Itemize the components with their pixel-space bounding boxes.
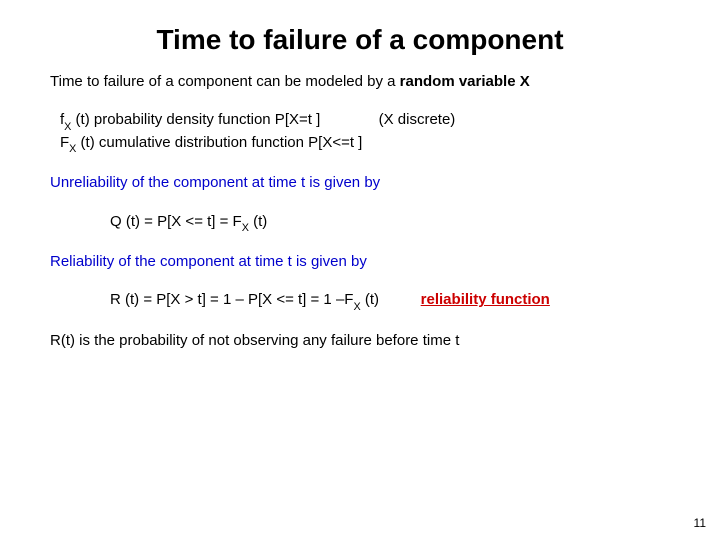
rel-post: (t): [361, 291, 379, 308]
reliability-formula: R (t) = P[X > t] = 1 – P[X <= t] = 1 –FX…: [110, 290, 670, 313]
intro-random-variable: random variable X: [400, 73, 530, 90]
page-number: 11: [694, 516, 706, 530]
unrel-post: (t): [249, 213, 267, 230]
unreliability-formula: Q (t) = P[X <= t] = FX (t): [110, 212, 670, 235]
spacer: [50, 92, 670, 110]
cdf-desc: cumulative distribution function P[X<=t …: [95, 134, 363, 151]
pdf-symbol: fX (t): [60, 111, 90, 128]
cdf-sub: X: [69, 143, 76, 155]
slide-title: Time to failure of a component: [50, 24, 670, 56]
pdf-gap: [324, 111, 374, 128]
rel-sub: X: [353, 301, 360, 313]
pdf-sub: X: [64, 121, 71, 133]
unreliability-label: Unreliability of the component at time t…: [50, 173, 670, 193]
cdf-F: F: [60, 134, 69, 151]
closing-line: R(t) is the probability of not observing…: [50, 331, 670, 351]
slide: Time to failure of a component Time to f…: [0, 0, 720, 540]
cdf-symbol: FX (t): [60, 134, 95, 151]
spacer: [50, 155, 670, 173]
spacer: [50, 194, 670, 212]
cdf-t: (t): [76, 134, 94, 151]
rel-seg: R (t) = P[X > t] = 1 – P[X <= t] = 1 –FX…: [110, 291, 379, 308]
unrel-sub: X: [242, 222, 249, 234]
reliability-function-label: reliability function: [421, 291, 550, 308]
unrel-pre: Q (t) = P[X <= t] = F: [110, 213, 242, 230]
spacer: [50, 313, 670, 331]
pdf-line: fX (t) probability density function P[X=…: [60, 110, 670, 133]
pdf-t: (t): [71, 111, 89, 128]
unrel-seg: Q (t) = P[X <= t] = FX (t): [110, 213, 267, 230]
intro-line: Time to failure of a component can be mo…: [50, 72, 670, 92]
intro-pre: Time to failure of a component can be mo…: [50, 73, 400, 90]
rel-gap: [383, 291, 416, 308]
pdf-desc: probability density function P[X=t ]: [90, 111, 321, 128]
cdf-line: FX (t) cumulative distribution function …: [60, 133, 670, 156]
spacer: [50, 234, 670, 252]
spacer: [50, 272, 670, 290]
reliability-label: Reliability of the component at time t i…: [50, 252, 670, 272]
pdf-note: (X discrete): [379, 111, 456, 128]
rel-pre: R (t) = P[X > t] = 1 – P[X <= t] = 1 –F: [110, 291, 353, 308]
